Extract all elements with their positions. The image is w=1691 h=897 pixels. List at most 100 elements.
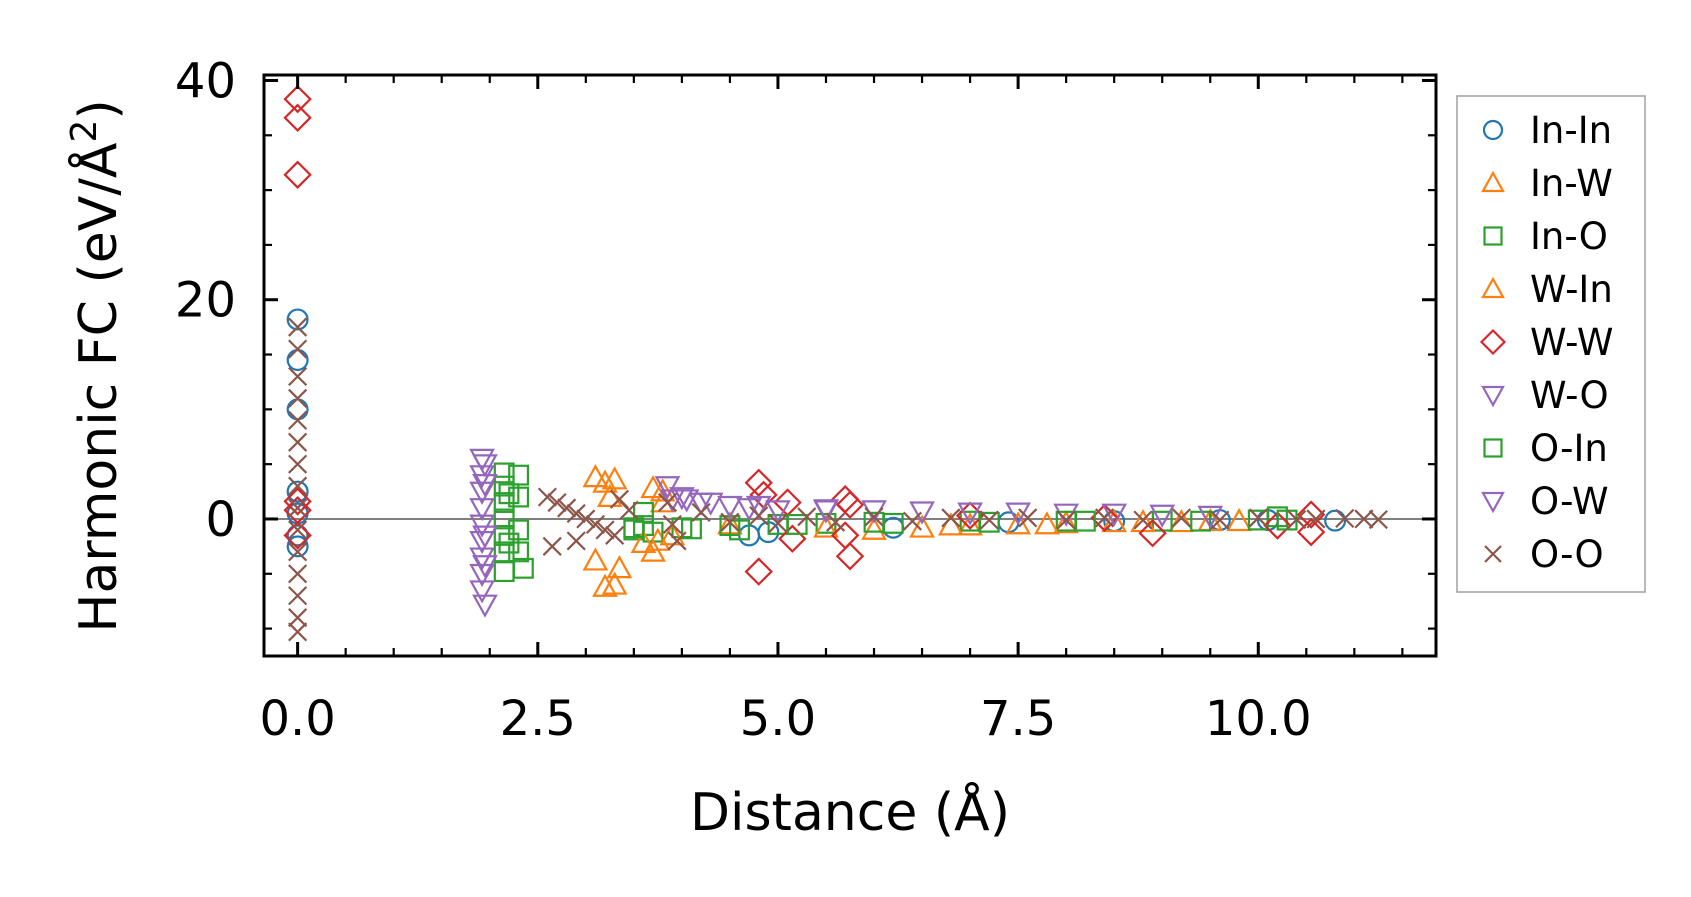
- data-point: [286, 524, 309, 547]
- legend-item: In-W: [1481, 162, 1613, 205]
- data-point: [1190, 510, 1212, 532]
- series-w-w: [283, 84, 1326, 586]
- data-point: [288, 454, 308, 474]
- legend-label: In-W: [1530, 162, 1613, 205]
- legend-item: O-In: [1483, 427, 1608, 470]
- data-point: [557, 498, 577, 518]
- y-axis-label: Harmonic FC (eV/Å2): [64, 99, 129, 632]
- y-axis-label-close: ): [69, 99, 129, 119]
- data-point: [1296, 517, 1326, 547]
- x-tick-label: 2.5: [500, 691, 576, 747]
- data-point: [826, 512, 846, 532]
- data-point: [283, 103, 312, 132]
- data-point: [472, 594, 498, 618]
- data-point: [283, 160, 312, 189]
- data-point: [288, 498, 308, 518]
- data-point: [288, 564, 308, 584]
- data-point: [619, 500, 639, 520]
- data-point: [601, 571, 628, 595]
- data-point: [283, 521, 312, 550]
- data-point: [729, 519, 750, 541]
- data-point: [786, 514, 808, 535]
- data-point: [662, 514, 682, 535]
- x-tick-label: 10.0: [1205, 691, 1312, 747]
- plot-frame: [262, 73, 1438, 658]
- x-tick-label: 7.5: [980, 691, 1056, 747]
- data-point: [286, 308, 309, 331]
- data-point: [472, 555, 498, 579]
- y-axis-label-main: Harmonic FC (eV/Å: [67, 142, 129, 633]
- data-point: [472, 473, 498, 498]
- data-point: [941, 508, 961, 528]
- data-point: [835, 490, 865, 519]
- data-point: [283, 84, 312, 114]
- data-point: [582, 547, 609, 571]
- data-point: [605, 525, 625, 545]
- data-point: [1354, 509, 1374, 529]
- data-point: [957, 512, 983, 536]
- data-point: [749, 480, 778, 510]
- data-point: [864, 507, 884, 527]
- y-tick-label: 40: [175, 53, 236, 109]
- data-point: [288, 520, 308, 540]
- data-point: [957, 502, 983, 526]
- data-point: [288, 542, 308, 562]
- legend-marker: [1481, 276, 1505, 299]
- data-point: [978, 511, 1000, 533]
- data-point: [1335, 508, 1355, 529]
- data-point: [1248, 508, 1268, 528]
- data-point: [797, 507, 817, 527]
- data-point: [493, 561, 515, 583]
- data-point: [1133, 510, 1153, 530]
- data-point: [537, 487, 557, 507]
- data-point: [566, 503, 586, 524]
- data-point: [508, 519, 530, 541]
- data-point: [673, 489, 700, 513]
- data-point: [472, 525, 498, 549]
- data-point: [630, 529, 657, 553]
- data-point: [508, 486, 530, 508]
- x-axis-label: Distance (Å): [690, 781, 1010, 843]
- y-tick-label: 0: [205, 492, 236, 548]
- data-point: [835, 542, 865, 571]
- data-point: [582, 464, 609, 488]
- data-point: [469, 498, 495, 522]
- data-point: [283, 487, 312, 516]
- legend-item: O-W: [1481, 480, 1609, 523]
- data-point: [744, 557, 773, 586]
- legend-frame: [1456, 95, 1646, 593]
- data-point: [1171, 508, 1192, 528]
- data-point: [1094, 508, 1115, 528]
- data-point: [508, 464, 530, 486]
- legend-item: W-O: [1481, 374, 1609, 417]
- data-point: [902, 511, 923, 531]
- legend-item: W-In: [1481, 268, 1613, 311]
- data-point: [288, 432, 308, 452]
- data-point: [288, 586, 308, 606]
- data-point: [1287, 509, 1307, 530]
- data-point: [1296, 500, 1326, 529]
- data-point: [508, 541, 530, 563]
- data-point: [697, 492, 724, 516]
- legend-label: O-O: [1530, 533, 1604, 576]
- legend-marker: [1479, 328, 1507, 356]
- legend-label: O-In: [1530, 427, 1608, 470]
- data-point: [576, 509, 596, 529]
- data-point: [749, 506, 769, 526]
- x-tick-label: 5.0: [740, 691, 816, 747]
- data-point: [288, 366, 308, 387]
- data-point: [1210, 510, 1230, 530]
- legend-item: W-W: [1479, 321, 1614, 364]
- data-point: [1090, 503, 1119, 533]
- data-point: [585, 514, 606, 535]
- data-point: [286, 480, 309, 503]
- data-point: [1226, 507, 1252, 532]
- data-point: [861, 516, 887, 540]
- data-point: [288, 622, 308, 642]
- legend-marker: [1482, 119, 1504, 141]
- data-point: [286, 398, 309, 421]
- data-point: [601, 466, 628, 490]
- legend-marker: [1484, 545, 1502, 563]
- data-point: [882, 516, 905, 539]
